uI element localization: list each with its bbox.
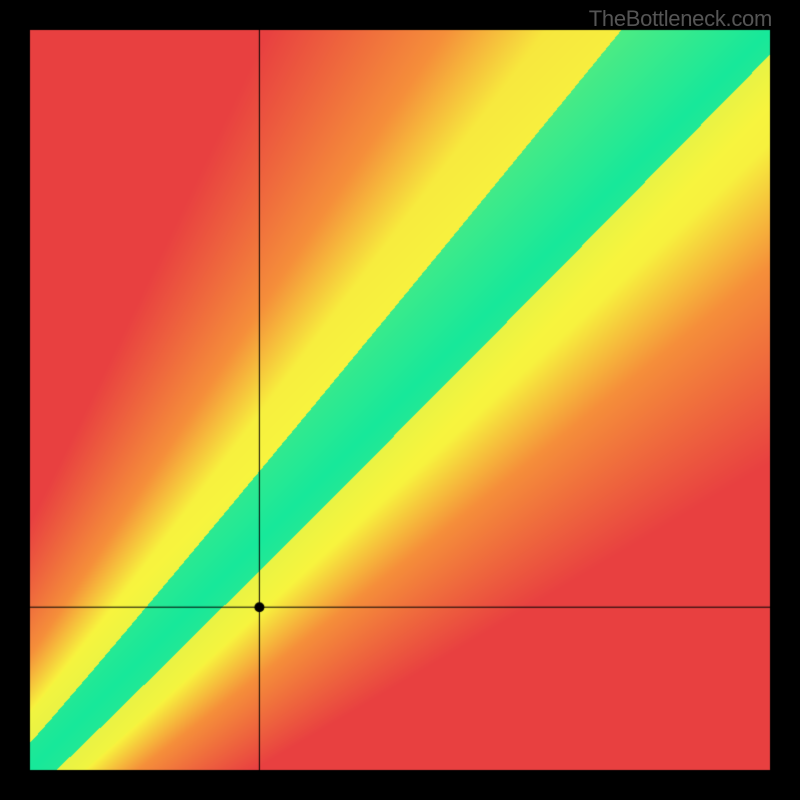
bottleneck-heatmap [0, 0, 800, 800]
page-title: TheBottleneck.com [589, 6, 772, 32]
